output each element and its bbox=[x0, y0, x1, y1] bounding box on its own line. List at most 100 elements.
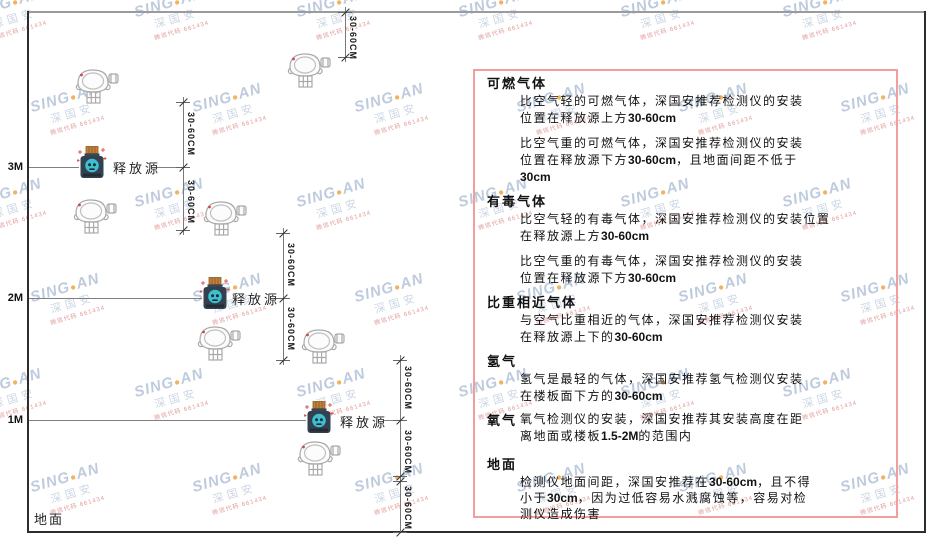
logo-dot-icon: ● bbox=[392, 281, 403, 294]
dimension-label: 30-60CM bbox=[286, 307, 296, 352]
floor-label: 地面 bbox=[34, 512, 65, 527]
watermark-agent-code: 微信代码 661434 bbox=[801, 20, 858, 42]
text-line: 比空气轻的可燃气体，深国安推荐检测仪的安装 bbox=[520, 94, 804, 108]
logo-dot-icon: ● bbox=[10, 376, 21, 389]
logo-dot-icon: ● bbox=[172, 376, 183, 389]
logo-dot-icon: ● bbox=[230, 91, 241, 104]
panel-section: 氧气 氧气检测仪的安装，深国安推荐其安装高度在距 离地面或楼板1.5-2M的范围内 bbox=[487, 411, 886, 445]
logo-dot-icon: ● bbox=[172, 186, 183, 199]
guide-panel: 可燃气体 比空气轻的可燃气体，深国安推荐检测仪的安装 位置在释放源上方30-60cm… bbox=[473, 69, 898, 521]
floor-line bbox=[27, 531, 926, 533]
release-source-label: 释放源 bbox=[113, 161, 162, 176]
section-paragraph: 与空气比重相近的气体，深国安推荐检测仪安装 在释放源上下的30-60cm bbox=[520, 312, 886, 346]
dimension-label: 30-60CM bbox=[186, 180, 196, 225]
section-paragraph: 比空气轻的有毒气体，深国安推荐检测仪的安装位置 在释放源上方30-60cm bbox=[520, 211, 886, 245]
text-line: 比空气轻的有毒气体，深国安推荐检测仪的安装位置 bbox=[520, 212, 831, 226]
release-source-label: 释放源 bbox=[340, 415, 389, 430]
section-paragraph: 比空气重的可燃气体，深国安推荐检测仪的安装 位置在释放源下方30-60cm，且地面… bbox=[520, 135, 886, 186]
section-heading: 可燃气体 bbox=[487, 76, 548, 91]
text-line: 氢气是最轻的气体，深国安推荐氢气检测仪安装 bbox=[520, 372, 804, 386]
section-heading: 氢气 bbox=[487, 354, 518, 369]
logo-dot-icon: ● bbox=[820, 0, 831, 9]
singoan-logo-watermark: SING●AN bbox=[352, 80, 426, 117]
logo-dot-icon: ● bbox=[172, 0, 183, 9]
text-line: 检测仪地面间距，深国安推荐在30-60cm，且不得 bbox=[520, 475, 812, 489]
watermark-agent-code: 微信代码 661434 bbox=[153, 400, 210, 422]
watermark-agent-code: 微信代码 661434 bbox=[373, 305, 430, 327]
logo-dot-icon: ● bbox=[334, 0, 345, 9]
watermark-agent-code: 微信代码 661434 bbox=[211, 115, 268, 137]
level-line bbox=[29, 167, 79, 168]
section-paragraphs: 氧气检测仪的安装，深国安推荐其安装高度在距 离地面或楼板1.5-2M的范围内 bbox=[520, 411, 886, 445]
logo-dot-icon: ● bbox=[334, 186, 345, 199]
section-heading: 有毒气体 bbox=[487, 194, 548, 209]
section-paragraph: 氧气检测仪的安装，深国安推荐其安装高度在距 离地面或楼板1.5-2M的范围内 bbox=[520, 411, 886, 445]
release-source-icon bbox=[199, 276, 230, 317]
gas-detector-icon bbox=[202, 198, 248, 245]
release-source-label: 释放源 bbox=[232, 292, 281, 307]
watermark-agent-code: 微信代码 661434 bbox=[0, 210, 48, 232]
release-source-icon bbox=[303, 400, 334, 441]
section-paragraph: 检测仪地面间距，深国安推荐在30-60cm，且不得 小于30cm，因为过低容易水溅… bbox=[520, 474, 886, 522]
level-line bbox=[29, 298, 202, 299]
watermark-company: 深国安 bbox=[477, 7, 524, 32]
logo-dot-icon: ● bbox=[10, 0, 21, 9]
dimension-label: 30-60CM bbox=[186, 112, 196, 157]
watermark-company: 深国安 bbox=[49, 482, 96, 507]
logo-dot-icon: ● bbox=[10, 186, 21, 199]
logo-dot-icon: ● bbox=[658, 0, 669, 9]
text-line: 比空气重的可燃气体，深国安推荐检测仪的安装 bbox=[520, 136, 804, 150]
watermark-company: 深国安 bbox=[373, 292, 420, 317]
section-paragraph: 氢气是最轻的气体，深国安推荐氢气检测仪安装 在楼板面下方的30-60cm bbox=[520, 371, 886, 405]
gas-detector-icon bbox=[286, 50, 332, 97]
logo-dot-icon: ● bbox=[334, 376, 345, 389]
watermark-agent-code: 微信代码 661434 bbox=[477, 20, 534, 42]
level-line bbox=[29, 420, 306, 421]
text-line: 测仪造成伤害 bbox=[520, 507, 602, 521]
panel-section: 可燃气体 比空气轻的可燃气体，深国安推荐检测仪的安装 位置在释放源上方30-60cm… bbox=[487, 74, 886, 186]
logo-dot-icon: ● bbox=[68, 471, 79, 484]
text-line: 30cm bbox=[520, 170, 551, 184]
watermark-agent-code: 微信代码 661434 bbox=[153, 20, 210, 42]
section-heading: 地面 bbox=[487, 457, 518, 472]
singoan-logo-watermark: SING●AN bbox=[190, 460, 264, 497]
left-wall-line bbox=[27, 11, 29, 533]
panel-section: 地面 检测仪地面间距，深国安推荐在30-60cm，且不得 小于30cm，因为过低容易… bbox=[487, 455, 886, 522]
release-source-icon bbox=[76, 145, 107, 186]
level-line bbox=[157, 167, 183, 168]
watermark-company: 深国安 bbox=[315, 7, 362, 32]
singoan-logo-watermark: SING●AN bbox=[28, 460, 102, 497]
text-line: 与空气比重相近的气体，深国安推荐检测仪安装 bbox=[520, 313, 804, 327]
panel-section: 氢气 氢气是最轻的气体，深国安推荐氢气检测仪安装 在楼板面下方的30-60cm bbox=[487, 352, 886, 405]
ceiling-line bbox=[27, 11, 926, 13]
gas-detector-icon bbox=[196, 323, 242, 370]
watermark-company: 深国安 bbox=[0, 7, 38, 32]
watermark-company: 深国安 bbox=[211, 482, 258, 507]
text-line: 比空气重的有毒气体，深国安推荐检测仪的安装 bbox=[520, 254, 804, 268]
watermark-agent-code: 微信代码 661434 bbox=[49, 115, 106, 137]
gas-detector-icon bbox=[300, 326, 346, 373]
watermark-company: 深国安 bbox=[315, 197, 362, 222]
logo-dot-icon: ● bbox=[392, 91, 403, 104]
panel-section: 有毒气体比空气轻的有毒气体，深国安推荐检测仪的安装位置 在释放源上方30-60cm… bbox=[487, 192, 886, 287]
watermark-company: 深国安 bbox=[0, 387, 38, 412]
section-paragraph: 比空气重的有毒气体，深国安推荐检测仪的安装 位置在释放源下方30-60cm bbox=[520, 253, 886, 287]
watermark-agent-code: 微信代码 661434 bbox=[373, 115, 430, 137]
logo-dot-icon: ● bbox=[230, 471, 241, 484]
watermark-company: 深国安 bbox=[211, 102, 258, 127]
watermark-company: 深国安 bbox=[153, 387, 200, 412]
text-line: 离地面或楼板1.5-2M的范围内 bbox=[520, 429, 693, 443]
text-line: 在楼板面下方的30-60cm bbox=[520, 389, 663, 403]
